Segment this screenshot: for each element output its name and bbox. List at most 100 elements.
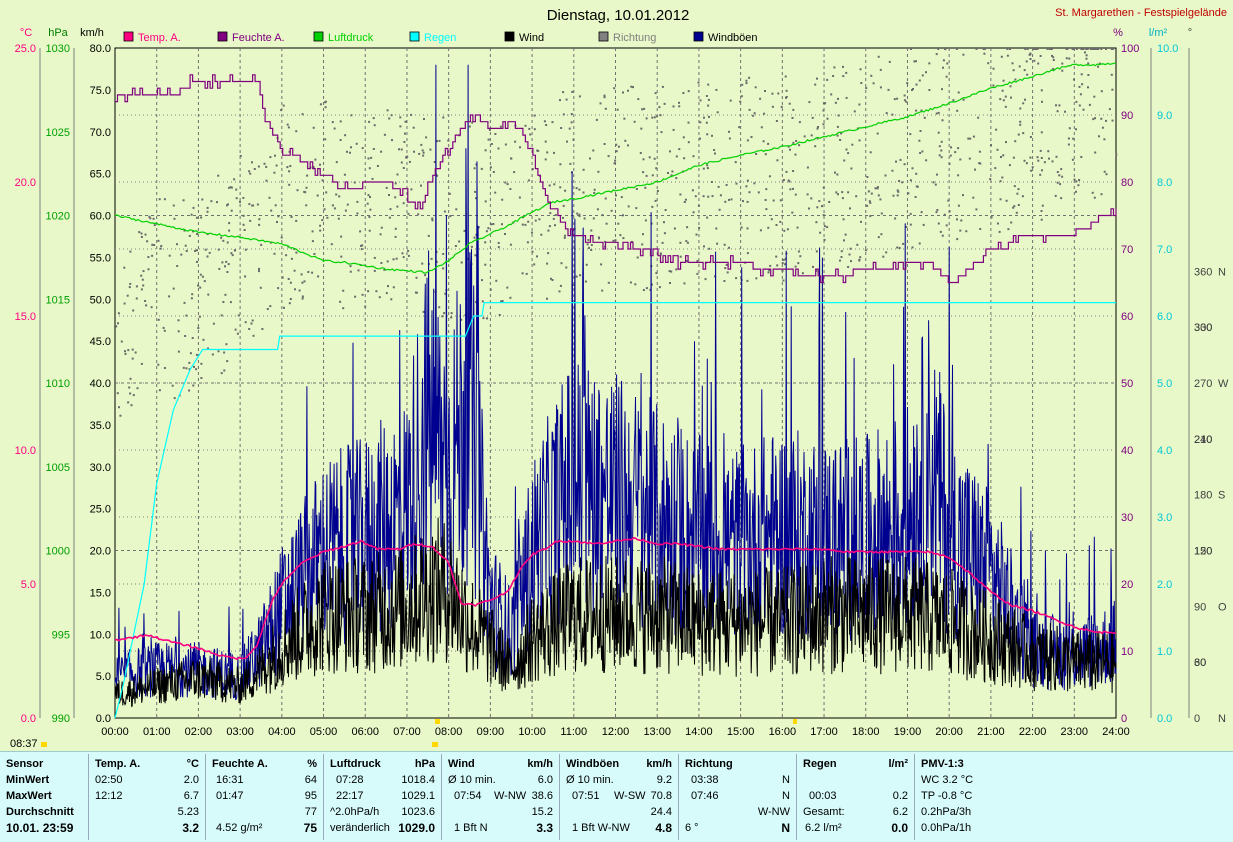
direction-point <box>319 103 322 106</box>
direction-point <box>937 131 940 134</box>
direction-point <box>234 328 237 331</box>
direction-point <box>834 101 837 104</box>
direction-point <box>192 230 195 233</box>
direction-axis-tick: 180 <box>1194 490 1212 502</box>
direction-point <box>913 60 916 63</box>
time-marker-label: 08:37 <box>10 738 38 750</box>
humidity-axis-tick: 50 <box>1121 378 1133 390</box>
direction-point <box>707 195 710 198</box>
direction-point <box>922 223 925 226</box>
legend-label: Windböen <box>708 32 758 44</box>
direction-point <box>987 62 990 65</box>
direction-point <box>196 233 198 235</box>
direction-point <box>217 350 220 353</box>
x-axis-tick: 20:00 <box>935 726 963 738</box>
direction-point <box>678 101 680 104</box>
direction-point <box>723 243 726 246</box>
hum-avg: 77 <box>304 806 317 818</box>
direction-point <box>728 198 730 201</box>
direction-point <box>325 191 328 194</box>
direction-point <box>239 200 241 203</box>
direction-point <box>146 240 149 243</box>
wind-axis-tick: 60.0 <box>90 211 111 223</box>
rain-axis-tick: 8.0 <box>1157 177 1172 189</box>
hum-current: 75 <box>303 821 317 835</box>
direction-point <box>715 88 718 91</box>
legend-swatch <box>123 31 134 42</box>
direction-point <box>645 174 648 177</box>
direction-point <box>239 155 242 157</box>
direction-point <box>592 149 595 152</box>
humidity-axis-tick: 20 <box>1121 579 1133 591</box>
direction-point <box>1105 48 1107 50</box>
direction-point <box>576 212 579 215</box>
direction-point <box>158 389 161 392</box>
pressure-axis-tick: 1005 <box>46 462 70 474</box>
direction-point <box>1012 69 1015 72</box>
direction-point <box>685 240 688 243</box>
direction-point <box>123 266 126 269</box>
gust-current: 4.8 <box>655 821 672 835</box>
direction-point <box>899 158 902 161</box>
direction-point <box>266 308 269 310</box>
direction-point <box>775 255 778 258</box>
direction-point <box>349 151 351 154</box>
direction-point <box>815 250 818 253</box>
direction-point <box>612 239 615 242</box>
direction-point <box>944 48 947 51</box>
direction-point <box>918 242 921 245</box>
direction-point <box>658 106 661 109</box>
direction-point <box>223 369 226 372</box>
direction-point <box>509 296 512 299</box>
direction-point <box>972 196 975 199</box>
weather-chart: °C hPa km/h% l/m² ° 0.0 5.0 10.0 15.0 20.0 25.0 990… <box>15 7 1229 738</box>
x-axis-tick: 14:00 <box>685 726 713 738</box>
direction-point <box>728 137 731 140</box>
stats-current-label: 10.01. 23:59 <box>6 821 74 835</box>
direction-point <box>562 91 565 94</box>
direction-point <box>1041 100 1043 103</box>
direction-point <box>277 215 280 218</box>
direction-point <box>485 230 488 233</box>
direction-point <box>407 254 410 257</box>
direction-point <box>1055 155 1058 158</box>
x-axis-tick: 09:00 <box>477 726 505 738</box>
direction-point <box>383 133 386 136</box>
direction-point <box>698 226 701 229</box>
direction-point <box>740 226 743 229</box>
direction-point <box>399 116 402 119</box>
direction-point <box>759 97 762 100</box>
direction-point <box>1034 48 1037 50</box>
direction-point <box>248 328 251 330</box>
direction-point <box>140 236 143 238</box>
direction-point <box>643 107 646 110</box>
direction-point <box>562 216 564 219</box>
direction-point <box>734 161 737 164</box>
direction-point <box>326 216 329 219</box>
direction-point <box>420 143 423 146</box>
direction-point <box>1105 173 1108 176</box>
direction-point <box>199 286 202 289</box>
direction-point <box>682 92 685 94</box>
direction-point <box>706 216 709 219</box>
pmv-windchill: WC 3.2 °C <box>921 774 974 786</box>
temp-avg: 5.23 <box>177 806 199 818</box>
direction-point <box>375 290 378 293</box>
direction-point <box>501 300 504 302</box>
x-axis-tick: 13:00 <box>643 726 671 738</box>
rain-max-time: 00:03 <box>809 790 837 802</box>
direction-point <box>499 125 502 128</box>
legend-label: Richtung <box>613 32 656 44</box>
direction-point <box>642 233 644 236</box>
x-axis-tick: 04:00 <box>268 726 296 738</box>
direction-point <box>404 132 406 135</box>
direction-point <box>191 337 194 339</box>
direction-point <box>438 139 441 142</box>
direction-point <box>823 238 826 241</box>
direction-point <box>578 95 581 98</box>
direction-point <box>386 109 389 112</box>
direction-point <box>915 109 918 112</box>
wind-max: 38.6 <box>531 790 553 802</box>
direction-point <box>845 148 848 151</box>
direction-point <box>822 109 825 112</box>
